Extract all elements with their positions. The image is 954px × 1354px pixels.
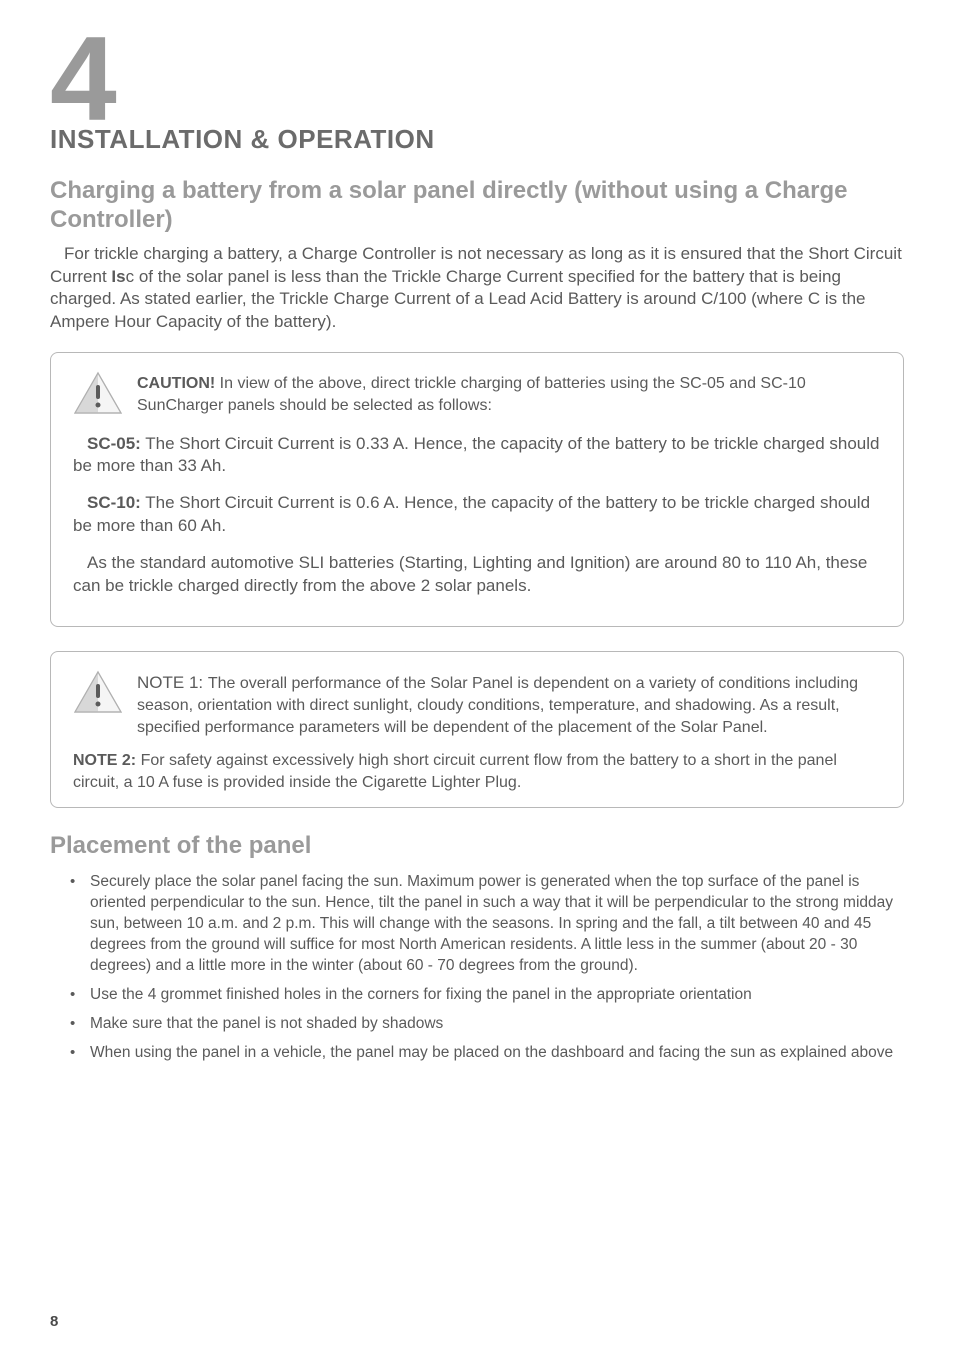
text: The Short Circuit Current is 0.6 A. Henc…: [73, 493, 870, 535]
sc10-paragraph: SC-10: The Short Circuit Current is 0.6 …: [73, 492, 881, 538]
text: c of the solar panel is less than the Tr…: [50, 267, 866, 332]
page-number: 8: [50, 1313, 58, 1330]
caution-header: CAUTION! In view of the above, direct tr…: [73, 371, 881, 416]
list-item: When using the panel in a vehicle, the p…: [90, 1043, 904, 1064]
note1-header: NOTE 1: The overall performance of the S…: [73, 670, 881, 738]
text: The Short Circuit Current is 0.33 A. Hen…: [73, 434, 880, 476]
placement-title: Placement of the panel: [50, 832, 904, 860]
note-icon: [73, 670, 123, 714]
charging-paragraph: For trickle charging a battery, a Charge…: [50, 243, 904, 335]
list-item: Securely place the solar panel facing th…: [90, 872, 904, 977]
section-title: INSTALLATION & OPERATION: [50, 124, 904, 155]
caution-box: CAUTION! In view of the above, direct tr…: [50, 352, 904, 627]
text: For safety against excessively high shor…: [73, 752, 837, 791]
note2-paragraph: NOTE 2: For safety against excessively h…: [73, 750, 881, 793]
caution-icon: [73, 371, 123, 415]
list-item: Use the 4 grommet finished holes in the …: [90, 985, 904, 1006]
sc10-label: SC-10:: [87, 493, 141, 512]
sli-paragraph: As the standard automotive SLI batteries…: [73, 552, 881, 598]
sc05-label: SC-05:: [87, 434, 141, 453]
subsection-charging-title: Charging a battery from a solar panel di…: [50, 177, 904, 235]
note1-label: NOTE 1:: [137, 673, 208, 692]
note1-text: NOTE 1: The overall performance of the S…: [137, 670, 881, 738]
isc-bold: Is: [111, 267, 125, 286]
notes-box: NOTE 1: The overall performance of the S…: [50, 651, 904, 808]
sc05-paragraph: SC-05: The Short Circuit Current is 0.33…: [73, 433, 881, 479]
caution-label: CAUTION!: [137, 375, 215, 392]
text: In view of the above, direct trickle cha…: [137, 375, 806, 414]
list-item: Make sure that the panel is not shaded b…: [90, 1014, 904, 1035]
text: The overall performance of the Solar Pan…: [137, 675, 858, 736]
caution-text: CAUTION! In view of the above, direct tr…: [137, 371, 881, 416]
chapter-number: 4: [50, 28, 904, 130]
note2-label: NOTE 2:: [73, 752, 136, 769]
placement-list: Securely place the solar panel facing th…: [50, 872, 904, 1063]
